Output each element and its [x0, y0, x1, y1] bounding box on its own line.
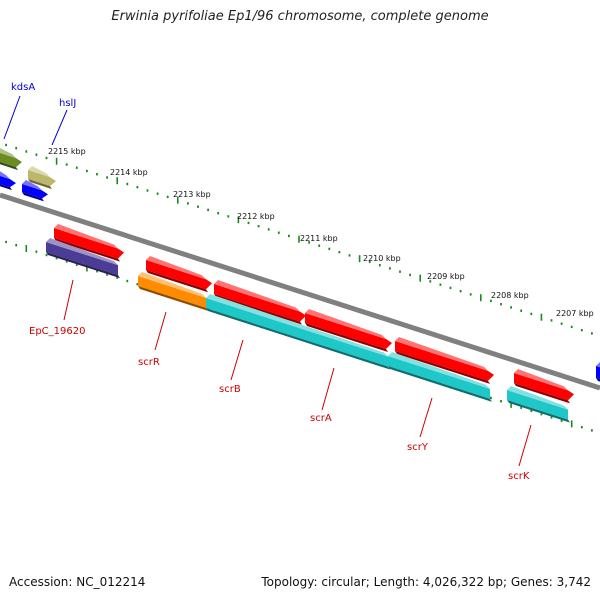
gene-features [0, 148, 600, 423]
tick-label-2211: 2211 kbp [300, 234, 338, 243]
map-title: Erwinia pyrifoliae Ep1/96 chromosome, co… [111, 9, 489, 24]
gene-red-2 [146, 256, 212, 293]
tick-label-2215: 2215 kbp [48, 147, 86, 156]
gene-label-kdsA: kdsA [11, 82, 35, 93]
gene-red-4 [305, 309, 392, 353]
tick-label-2207: 2207 kbp [556, 309, 594, 318]
gene-label-scrY: scrY [407, 442, 429, 453]
gene-scrY [388, 352, 492, 402]
tick-labels: 2215 kbp 2214 kbp 2213 kbp 2212 kbp 2211… [48, 147, 594, 318]
leader-hslJ [51, 109, 68, 146]
leader-scrK [518, 424, 532, 467]
gene-small-blue [22, 180, 48, 202]
gene-red-5 [395, 337, 494, 384]
gene-label-scrR: scrR [138, 357, 160, 368]
gene-kdsA-olive [0, 148, 22, 171]
leader-EpC_19620 [63, 279, 74, 321]
gene-scrR [138, 272, 208, 311]
leader-kdsA [3, 95, 21, 140]
leader-scrA [321, 367, 335, 411]
tick-label-2213: 2213 kbp [173, 190, 211, 199]
gene-red-3 [214, 280, 306, 325]
tick-label-2212: 2212 kbp [237, 212, 275, 221]
accession-text: Accession: NC_012214 [9, 575, 146, 589]
gene-red-scrK [514, 369, 574, 404]
tick-label-2210: 2210 kbp [363, 254, 401, 263]
gene-red-1 [54, 224, 124, 262]
label-leader-lines [3, 95, 532, 467]
gene-label-scrB: scrB [219, 384, 241, 395]
gene-labels: kdsA hslJ EpC_19620 scrR scrB scrA scrY … [11, 82, 530, 482]
gene-hslJ-khaki [28, 166, 56, 190]
gene-label-hslJ: hslJ [59, 98, 76, 109]
gene-label-EpC_19620: EpC_19620 [29, 326, 85, 337]
gene-edge-blue [596, 362, 600, 382]
gene-kdsA-blue [0, 171, 16, 191]
gene-EpC_19620 [46, 238, 120, 279]
leader-scrB [230, 339, 244, 381]
tick-label-2208: 2208 kbp [491, 291, 529, 300]
tick-label-2214: 2214 kbp [110, 168, 148, 177]
tick-label-2209: 2209 kbp [427, 272, 465, 281]
leader-scrR [154, 311, 167, 351]
gene-scrK [507, 386, 570, 423]
gene-label-scrA: scrA [310, 413, 332, 424]
gene-scrB [206, 294, 390, 370]
gene-label-scrK: scrK [508, 471, 530, 482]
genome-summary-text: Topology: circular; Length: 4,026,322 bp… [261, 575, 591, 589]
leader-scrY [419, 397, 433, 438]
chromosome-backbone [0, 192, 600, 391]
